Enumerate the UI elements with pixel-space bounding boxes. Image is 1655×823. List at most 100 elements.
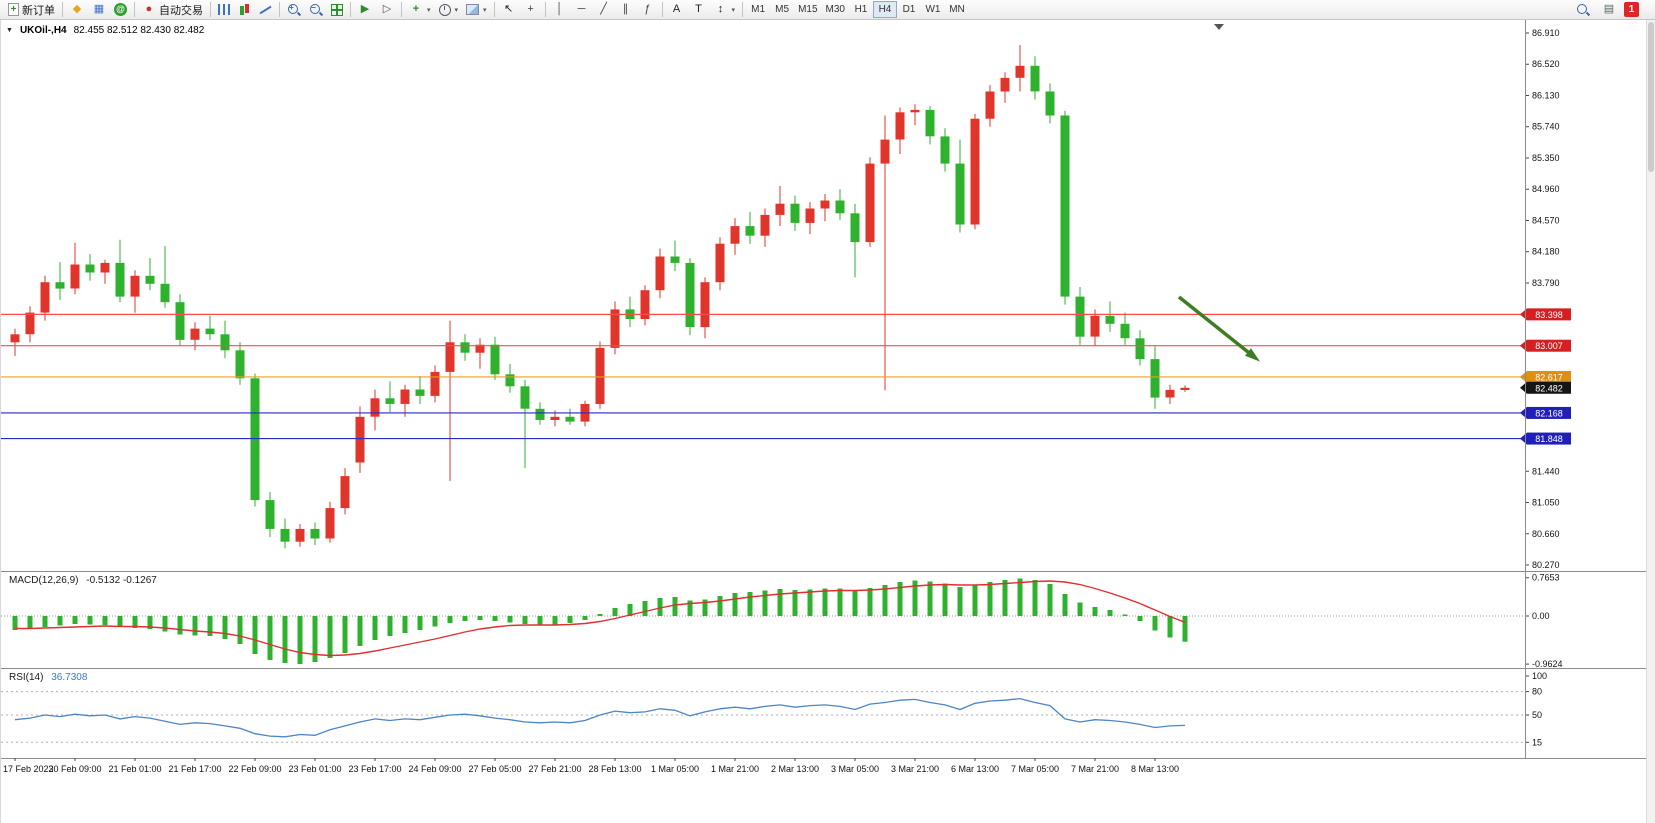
time-tick-label: 28 Feb 13:00 (588, 764, 641, 774)
macd-histogram-bar (327, 616, 333, 658)
vertical-line-button[interactable]: │ (549, 1, 571, 19)
notification-badge[interactable]: 1 (1624, 2, 1639, 17)
trend-arrow-annotation[interactable] (1177, 295, 1255, 358)
new-order-button[interactable]: + 新订单 (4, 1, 59, 19)
macd-histogram-bar (282, 616, 288, 663)
macd-histogram-bar (1017, 578, 1023, 616)
timeframe-mn-button[interactable]: MN (949, 4, 965, 15)
metaeditor-button[interactable]: ◆ (66, 1, 88, 19)
search-button[interactable] (1572, 1, 1594, 19)
timeframe-h1-button[interactable]: H1 (854, 4, 868, 15)
candle-body (925, 109, 935, 137)
timeframe-w1-button[interactable]: W1 (925, 4, 941, 15)
period-button[interactable]: ▾ (435, 1, 463, 19)
candle-body (505, 374, 515, 387)
candle-body (325, 508, 335, 539)
symbol-period-label: UKOil-,H4 (19, 25, 67, 36)
fibonacci-button[interactable]: ƒ (637, 1, 659, 19)
channel-button[interactable]: ∥ (615, 1, 637, 19)
macd-histogram-bar (657, 598, 663, 616)
price-tick-label: 85.740 (1532, 122, 1560, 132)
macd-tick-label: -0.9624 (1532, 659, 1563, 669)
horizontal-line-icon: ─ (577, 3, 586, 15)
candle-body (460, 342, 470, 353)
horizontal-line-button[interactable]: ─ (571, 1, 593, 19)
macd-histogram-bar (807, 589, 813, 616)
add-indicator-button[interactable]: + ▾ (405, 1, 435, 19)
time-tick-label: 23 Feb 17:00 (348, 764, 401, 774)
template-button[interactable]: ▾ (462, 1, 491, 19)
toolbar-separator (134, 2, 135, 17)
timeframe-m5-button[interactable]: M5 (775, 4, 790, 15)
macd-histogram-bar (147, 616, 153, 629)
chart-shift-marker[interactable] (1214, 24, 1224, 30)
time-tick-label: 1 Mar 05:00 (651, 764, 699, 774)
chart-collapse-icon[interactable]: ▼ (6, 27, 13, 34)
objects-list-button[interactable]: ▤ (1598, 1, 1620, 19)
price-label-text: 82.617 (1535, 372, 1563, 382)
candle-body (130, 275, 140, 297)
vertical-scrollbar[interactable] (1646, 20, 1655, 823)
label-icon: T (695, 3, 702, 15)
chevron-down-icon: ▾ (731, 6, 736, 14)
candle-body (520, 386, 530, 409)
candle-body (535, 408, 545, 420)
candle-body (670, 256, 680, 263)
new-order-icon: + (8, 3, 19, 16)
chart-shift-button[interactable]: ▷ (376, 1, 398, 19)
macd-histogram-bar (27, 616, 33, 629)
trendline-button[interactable]: ╱ (593, 1, 615, 19)
timeframe-m15-button[interactable]: M15 (798, 4, 818, 15)
expert-advisors-button[interactable]: @ (110, 1, 131, 19)
chevron-down-icon: ▾ (483, 6, 487, 14)
candle-body (985, 91, 995, 119)
auto-scroll-button[interactable]: ▶ (354, 1, 376, 19)
label-button[interactable]: T (688, 1, 710, 19)
candle-body (1165, 389, 1175, 398)
chart-canvas[interactable]: 83.398 83.007 82.617 82.168 81.848 82.482 86.9… (1, 20, 1655, 823)
candle-body (340, 476, 350, 509)
time-tick-label: 17 Feb 2023 (3, 764, 54, 774)
bar-chart-button[interactable] (214, 1, 234, 19)
timeframe-m1-button[interactable]: M1 (751, 4, 766, 15)
template-icon (466, 4, 480, 15)
candlestick-chart-button[interactable] (234, 1, 255, 19)
arrows-button[interactable]: ↕ ▾ (710, 1, 740, 19)
line-chart-button[interactable] (255, 1, 276, 19)
profiles-button[interactable]: ▦ (88, 1, 110, 19)
crosshair-button[interactable]: + (520, 1, 542, 19)
candle-body (1120, 323, 1130, 339)
cursor-button[interactable]: ↖ (498, 1, 520, 19)
candle-body (295, 528, 305, 542)
candle-body (1075, 296, 1085, 337)
candle-body (910, 109, 920, 113)
macd-histogram-bar (552, 616, 558, 625)
timeframe-m30-button[interactable]: M30 (825, 4, 845, 15)
crosshair-icon: + (527, 3, 534, 15)
autotrading-button[interactable]: ● 自动交易 (138, 1, 207, 19)
scrollbar-thumb[interactable] (1648, 22, 1654, 172)
candle-body (865, 163, 875, 243)
candle-body (730, 226, 740, 244)
candle-body (790, 203, 800, 223)
macd-histogram-bar (687, 600, 693, 616)
candle-body (190, 328, 200, 340)
timeframe-h4-button[interactable]: H4 (872, 1, 897, 18)
candlestick-chart-icon (238, 3, 251, 16)
macd-histogram-bar (252, 616, 258, 654)
tile-windows-button[interactable] (327, 1, 347, 19)
timeframe-d1-button[interactable]: D1 (902, 4, 916, 15)
macd-histogram-bar (1092, 607, 1098, 616)
macd-histogram-bar (612, 608, 618, 616)
macd-histogram-bar (537, 616, 543, 625)
macd-histogram-bar (762, 590, 768, 616)
price-tick-label: 80.270 (1532, 560, 1560, 570)
zoom-in-button[interactable]: + (283, 1, 305, 19)
zoom-out-button[interactable]: − (305, 1, 327, 19)
macd-histogram-bar (987, 582, 993, 616)
macd-histogram-bar (57, 616, 63, 626)
macd-histogram-bar (1047, 584, 1053, 616)
macd-histogram-bar (672, 597, 678, 616)
candle-body (220, 334, 230, 351)
text-button[interactable]: A (666, 1, 688, 19)
